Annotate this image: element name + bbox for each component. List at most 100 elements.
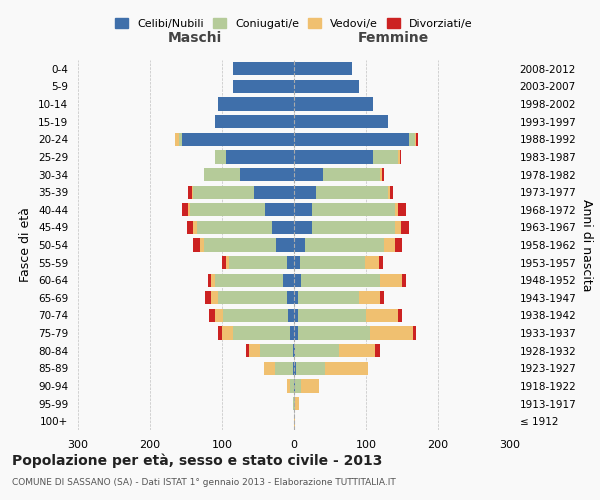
Bar (294, 397, 295, 410)
Bar (300, 256, 365, 269)
Bar (233, 80, 294, 93)
Bar (290, 380, 294, 392)
Bar (402, 274, 406, 287)
Text: Maschi: Maschi (167, 31, 222, 45)
Bar (298, 309, 366, 322)
Bar (294, 150, 373, 164)
Bar (415, 132, 416, 146)
Bar (288, 309, 294, 322)
Bar (316, 186, 388, 198)
Bar (395, 203, 398, 216)
Bar (380, 291, 384, 304)
Bar (398, 150, 400, 164)
Bar (298, 326, 370, 340)
Bar (295, 344, 338, 358)
Bar (301, 274, 380, 287)
Bar (294, 80, 359, 93)
Bar (294, 380, 295, 392)
Bar (215, 150, 226, 164)
Bar (388, 186, 390, 198)
Bar (294, 309, 298, 322)
Bar (175, 132, 179, 146)
Bar (366, 309, 398, 322)
Bar (287, 291, 294, 304)
Bar (233, 326, 290, 340)
Bar (365, 256, 379, 269)
Bar (193, 186, 254, 198)
Bar (401, 221, 409, 234)
Bar (294, 256, 300, 269)
Bar (211, 291, 218, 304)
Bar (264, 362, 275, 375)
Text: COMUNE DI SASSANO (SA) - Dati ISTAT 1° gennaio 2013 - Elaborazione TUTTITALIA.IT: COMUNE DI SASSANO (SA) - Dati ISTAT 1° g… (12, 478, 396, 487)
Bar (182, 203, 188, 216)
Bar (294, 326, 298, 340)
Bar (254, 186, 294, 198)
Bar (218, 291, 287, 304)
Bar (293, 362, 294, 375)
Bar (295, 380, 301, 392)
Y-axis label: Fasce di età: Fasce di età (19, 208, 32, 282)
Bar (226, 256, 229, 269)
Bar (295, 397, 299, 410)
Bar (409, 132, 415, 146)
Bar (190, 203, 265, 216)
Bar (188, 186, 192, 198)
Bar (395, 221, 401, 234)
Bar (293, 344, 294, 358)
Bar (294, 62, 352, 76)
Bar (226, 150, 294, 164)
Bar (413, 326, 416, 340)
Bar (179, 132, 182, 146)
Bar (209, 309, 215, 322)
Y-axis label: Anni di nascita: Anni di nascita (580, 198, 593, 291)
Bar (294, 344, 295, 358)
Bar (294, 238, 305, 252)
Bar (294, 168, 323, 181)
Bar (208, 274, 211, 287)
Bar (294, 221, 312, 234)
Bar (294, 98, 373, 110)
Bar (390, 186, 394, 198)
Bar (193, 238, 200, 252)
Bar (260, 344, 293, 358)
Bar (312, 203, 395, 216)
Bar (294, 274, 301, 287)
Legend: Celibi/Nubili, Coniugati/e, Vedovi/e, Divorziati/e: Celibi/Nubili, Coniugati/e, Vedovi/e, Di… (111, 14, 477, 34)
Bar (240, 168, 294, 181)
Bar (204, 238, 276, 252)
Bar (373, 150, 398, 164)
Bar (205, 291, 211, 304)
Bar (223, 309, 288, 322)
Bar (293, 397, 294, 410)
Bar (215, 115, 294, 128)
Bar (283, 274, 294, 287)
Bar (287, 256, 294, 269)
Bar (338, 344, 374, 358)
Bar (398, 309, 402, 322)
Bar (416, 132, 418, 146)
Bar (400, 150, 401, 164)
Bar (325, 362, 368, 375)
Bar (380, 274, 402, 287)
Bar (287, 380, 290, 392)
Bar (294, 132, 409, 146)
Bar (222, 326, 233, 340)
Bar (193, 221, 197, 234)
Bar (294, 203, 312, 216)
Text: Femmine: Femmine (358, 31, 429, 45)
Bar (265, 203, 294, 216)
Bar (298, 291, 359, 304)
Bar (204, 168, 240, 181)
Bar (233, 62, 294, 76)
Bar (380, 168, 382, 181)
Bar (294, 362, 296, 375)
Bar (200, 238, 204, 252)
Bar (294, 115, 388, 128)
Text: Popolazione per età, sesso e stato civile - 2013: Popolazione per età, sesso e stato civil… (12, 454, 382, 468)
Bar (188, 203, 190, 216)
Bar (384, 238, 395, 252)
Bar (305, 238, 384, 252)
Bar (294, 186, 316, 198)
Bar (374, 344, 380, 358)
